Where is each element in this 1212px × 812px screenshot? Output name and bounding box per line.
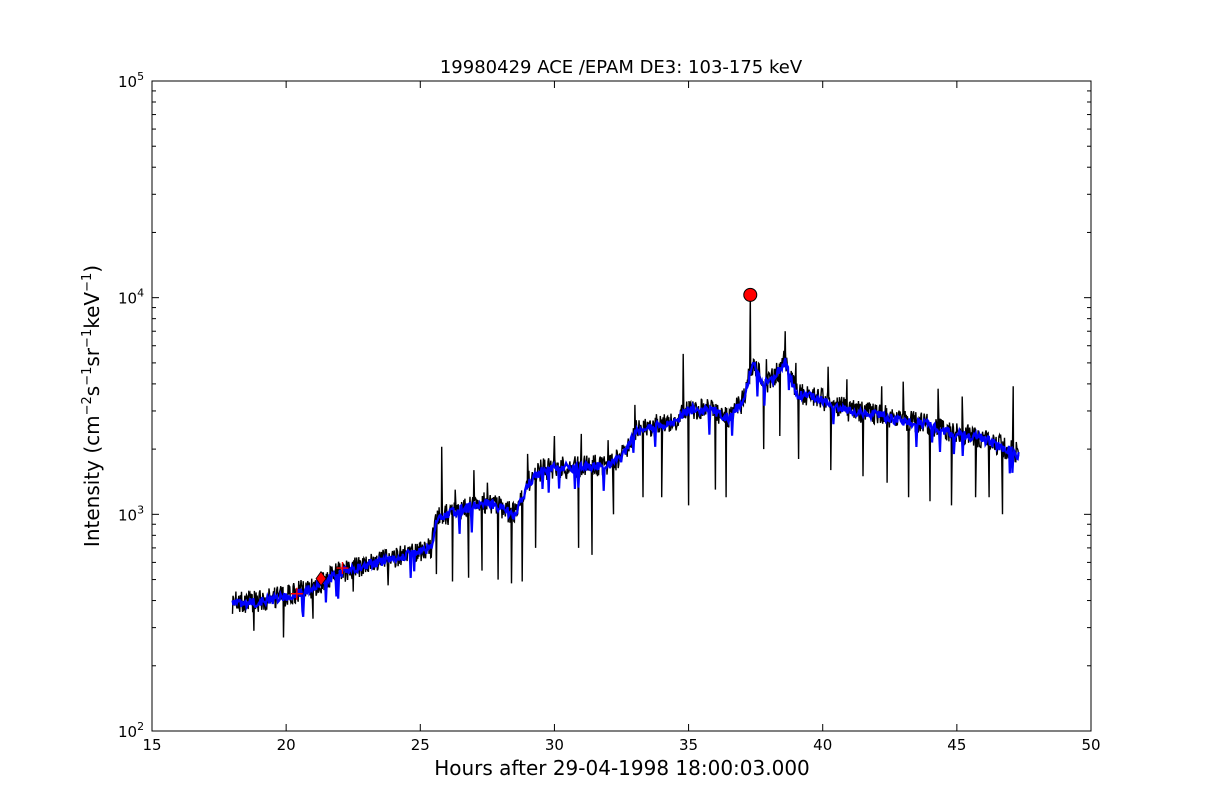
x-tick-label: 25 — [411, 736, 430, 754]
x-tick-label: 30 — [545, 736, 564, 754]
y-tick-label: 103 — [118, 503, 144, 524]
y-tick-label: 104 — [118, 287, 144, 308]
x-tick-label: 45 — [947, 736, 966, 754]
raw-intensity-line — [231, 294, 1020, 638]
fit-point-marker — [336, 562, 349, 575]
smoothed-intensity-line — [231, 357, 1020, 617]
peak-marker — [743, 287, 758, 302]
fit-point-marker — [290, 587, 303, 600]
x-tick-label: 40 — [813, 736, 832, 754]
x-tick-label: 50 — [1081, 736, 1100, 754]
x-tick-label: 20 — [277, 736, 296, 754]
plot-frame — [151, 80, 1092, 732]
y-tick-label: 102 — [118, 720, 144, 741]
x-axis-label: Hours after 29-04-1998 18:00:03.000 — [434, 756, 810, 780]
marker-layer — [290, 287, 758, 600]
chart-title: 19980429 ACE /EPAM DE3: 103-175 keV — [440, 57, 803, 78]
axes: 15 20 25 30 35 40 45 50 102 103 104 105 — [118, 70, 1101, 754]
plot-area — [231, 294, 1020, 638]
x-tick-label: 35 — [679, 736, 698, 754]
x-tick-label: 15 — [142, 736, 161, 754]
y-axis-label: Intensity (cm−2s−1sr−1keV−1) — [80, 265, 104, 547]
onset-marker — [315, 570, 327, 587]
y-tick-label: 105 — [118, 70, 144, 91]
